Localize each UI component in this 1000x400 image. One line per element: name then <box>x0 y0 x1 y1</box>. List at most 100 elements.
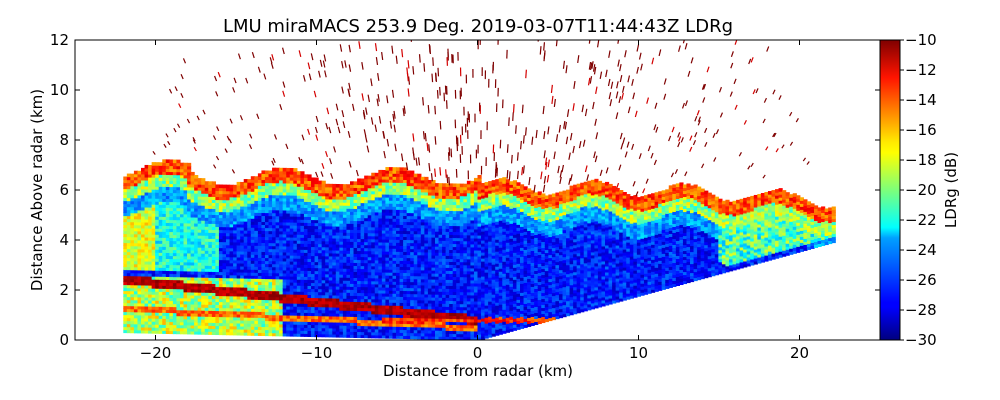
heatmap-cell <box>261 278 266 283</box>
heatmap-cell <box>342 304 348 308</box>
heatmap-cell <box>392 251 397 255</box>
heatmap-cell <box>272 284 277 289</box>
heatmap-cell <box>357 307 362 312</box>
heatmap-cell <box>261 188 266 193</box>
heatmap-cell <box>427 329 433 334</box>
heatmap-cell <box>357 256 362 261</box>
heatmap-cell <box>151 246 156 250</box>
heatmap-cell <box>137 218 142 223</box>
heatmap-cell <box>240 235 245 240</box>
heatmap-cell <box>148 279 153 283</box>
heatmap-cell <box>162 174 167 178</box>
heatmap-cell <box>346 286 351 290</box>
heatmap-cell <box>413 251 418 256</box>
heatmap-cell <box>179 249 185 254</box>
heatmap-cell <box>240 199 245 204</box>
heatmap-cell <box>300 258 305 262</box>
heatmap-cell <box>367 265 372 270</box>
heatmap-cell <box>222 217 227 222</box>
heatmap-cell <box>449 303 454 307</box>
heatmap-cell <box>126 182 131 187</box>
heatmap-cell <box>445 270 450 274</box>
heatmap-cell <box>342 265 348 269</box>
heatmap-cell <box>321 327 326 332</box>
heatmap-cell <box>392 308 397 312</box>
heatmap-cell <box>158 252 163 256</box>
heatmap-cell <box>208 271 213 275</box>
heatmap-cell <box>364 316 369 321</box>
heatmap-cell <box>367 295 372 300</box>
heatmap-cell <box>296 189 301 193</box>
heatmap-cell <box>286 302 291 307</box>
heatmap-cell <box>346 187 351 191</box>
heatmap-cell <box>176 291 181 296</box>
heatmap-cell <box>176 309 181 314</box>
heatmap-cell <box>162 264 167 268</box>
heatmap-cell <box>133 293 139 298</box>
heatmap-cell <box>222 289 227 294</box>
heatmap-cell <box>133 251 139 256</box>
heatmap-cell <box>378 223 383 228</box>
heatmap-cell <box>314 276 319 281</box>
heatmap-cell <box>367 301 372 306</box>
heatmap-cell <box>445 222 450 226</box>
heatmap-cell <box>268 188 273 193</box>
heatmap-cell <box>279 257 284 262</box>
heatmap-cell <box>137 221 142 226</box>
heatmap-cell <box>403 230 408 235</box>
heatmap-cell <box>179 291 185 296</box>
heatmap-cell <box>328 315 333 320</box>
heatmap-cell <box>183 252 188 257</box>
heatmap-cell <box>321 267 326 272</box>
heatmap-cell <box>261 245 266 250</box>
heatmap-cell <box>286 188 291 193</box>
heatmap-cell <box>179 216 185 221</box>
heatmap-cell <box>399 233 404 237</box>
heatmap-cell <box>222 280 227 285</box>
heatmap-cell <box>406 251 411 256</box>
heatmap-cell <box>346 277 351 281</box>
heatmap-cell <box>300 300 305 304</box>
heatmap-cell <box>445 234 450 238</box>
heatmap-cell <box>218 196 224 201</box>
heatmap-cell <box>130 314 135 319</box>
heatmap-cell <box>296 288 301 292</box>
heatmap-cell <box>445 288 450 292</box>
heatmap-cell <box>289 186 294 190</box>
heatmap-cell <box>201 220 206 224</box>
heatmap-cell <box>392 266 397 270</box>
heatmap-cell <box>226 229 231 234</box>
heatmap-cell <box>240 271 245 276</box>
heatmap-cell <box>176 318 181 323</box>
heatmap-cell <box>353 250 358 254</box>
heatmap-cell <box>176 240 181 245</box>
heatmap-cell <box>349 214 355 218</box>
heatmap-cell <box>250 272 255 276</box>
heatmap-cell <box>399 200 404 204</box>
heatmap-cell <box>378 274 383 279</box>
heatmap-cell <box>410 329 415 334</box>
heatmap-cell <box>388 182 394 186</box>
heatmap-cell <box>229 250 234 255</box>
heatmap-cell <box>349 226 355 230</box>
heatmap-cell <box>335 223 340 227</box>
heatmap-cell <box>286 287 291 292</box>
heatmap-cell <box>165 264 170 268</box>
heatmap-cell <box>325 213 330 218</box>
heatmap-cell <box>215 226 220 231</box>
heatmap-cell <box>144 233 149 238</box>
heatmap-cell <box>325 264 330 269</box>
heatmap-cell <box>335 280 340 284</box>
heatmap-cell <box>378 205 383 210</box>
heatmap-cell <box>364 310 369 315</box>
heatmap-cell <box>247 272 252 276</box>
heatmap-cell <box>250 296 255 300</box>
heatmap-cell <box>204 283 209 287</box>
heatmap-cell <box>158 321 163 325</box>
heatmap-cell <box>172 231 178 236</box>
heatmap-cell <box>410 314 415 319</box>
heatmap-cell <box>406 170 411 175</box>
heatmap-cell <box>399 170 404 174</box>
heatmap-cell <box>155 180 160 184</box>
heatmap-cell <box>303 297 309 301</box>
